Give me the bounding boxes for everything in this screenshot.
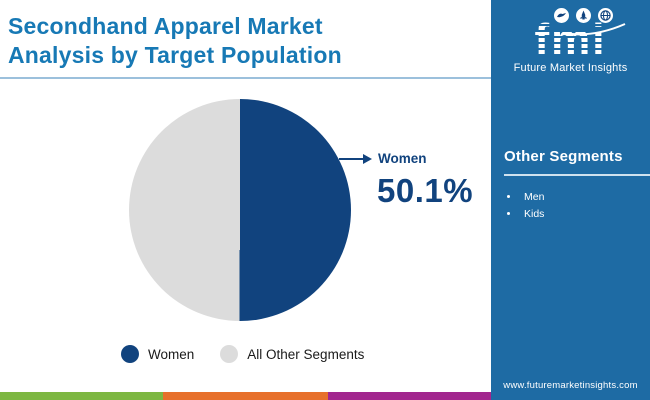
legend-label-women: Women xyxy=(148,346,195,362)
website-url: www.futuremarketinsights.com xyxy=(503,380,638,391)
legend: Women All Other Segments xyxy=(121,345,364,363)
fmi-logotype: fmi xyxy=(534,17,607,62)
logo-tagline: Future Market Insights xyxy=(513,62,628,75)
legend-swatch-all-other-segments xyxy=(220,345,239,363)
callout-arrowhead-icon xyxy=(363,154,372,164)
footer-color-bar xyxy=(0,392,491,400)
logo-icons xyxy=(491,8,650,23)
logo-swoosh xyxy=(563,23,626,36)
rocket-icon xyxy=(576,8,591,23)
header-divider xyxy=(0,77,491,79)
bird-icon xyxy=(554,8,569,23)
page-title-line-2: Analysis by Target Population xyxy=(8,42,342,68)
list-item-kids: Kids xyxy=(520,206,650,223)
callout-arrow xyxy=(339,158,363,160)
legend-swatch-women xyxy=(121,345,139,363)
footer-bar-segment-green xyxy=(0,392,163,400)
legend-item-all-other-segments: All Other Segments xyxy=(220,345,364,363)
footer-bar-segment-purple xyxy=(328,392,491,400)
legend-label-all-other-segments: All Other Segments xyxy=(247,346,365,362)
legend-item-women: Women xyxy=(121,345,194,363)
globe-icon xyxy=(598,8,613,23)
chart-area: Secondhand Apparel Market Analysis by Ta… xyxy=(0,12,491,400)
page-title: Secondhand Apparel Market Analysis by Ta… xyxy=(8,12,342,70)
other-segments-panel: Other Segments Men Kids xyxy=(504,148,650,223)
other-segments-divider xyxy=(504,174,650,176)
footer-bar-segment-orange xyxy=(163,392,328,400)
callout-value: 50.1% xyxy=(377,172,474,209)
pie-chart xyxy=(129,99,351,321)
other-segments-heading: Other Segments xyxy=(504,148,623,165)
list-item-men: Men xyxy=(520,189,650,206)
sidebar: fmi Future Market Insights Other Segment… xyxy=(491,0,650,400)
other-segments-list: Men Kids xyxy=(504,189,650,223)
page-title-line-1: Secondhand Apparel Market xyxy=(8,13,323,39)
callout-label: Women xyxy=(378,151,427,166)
fmi-logo: fmi Future Market Insights xyxy=(491,8,650,74)
